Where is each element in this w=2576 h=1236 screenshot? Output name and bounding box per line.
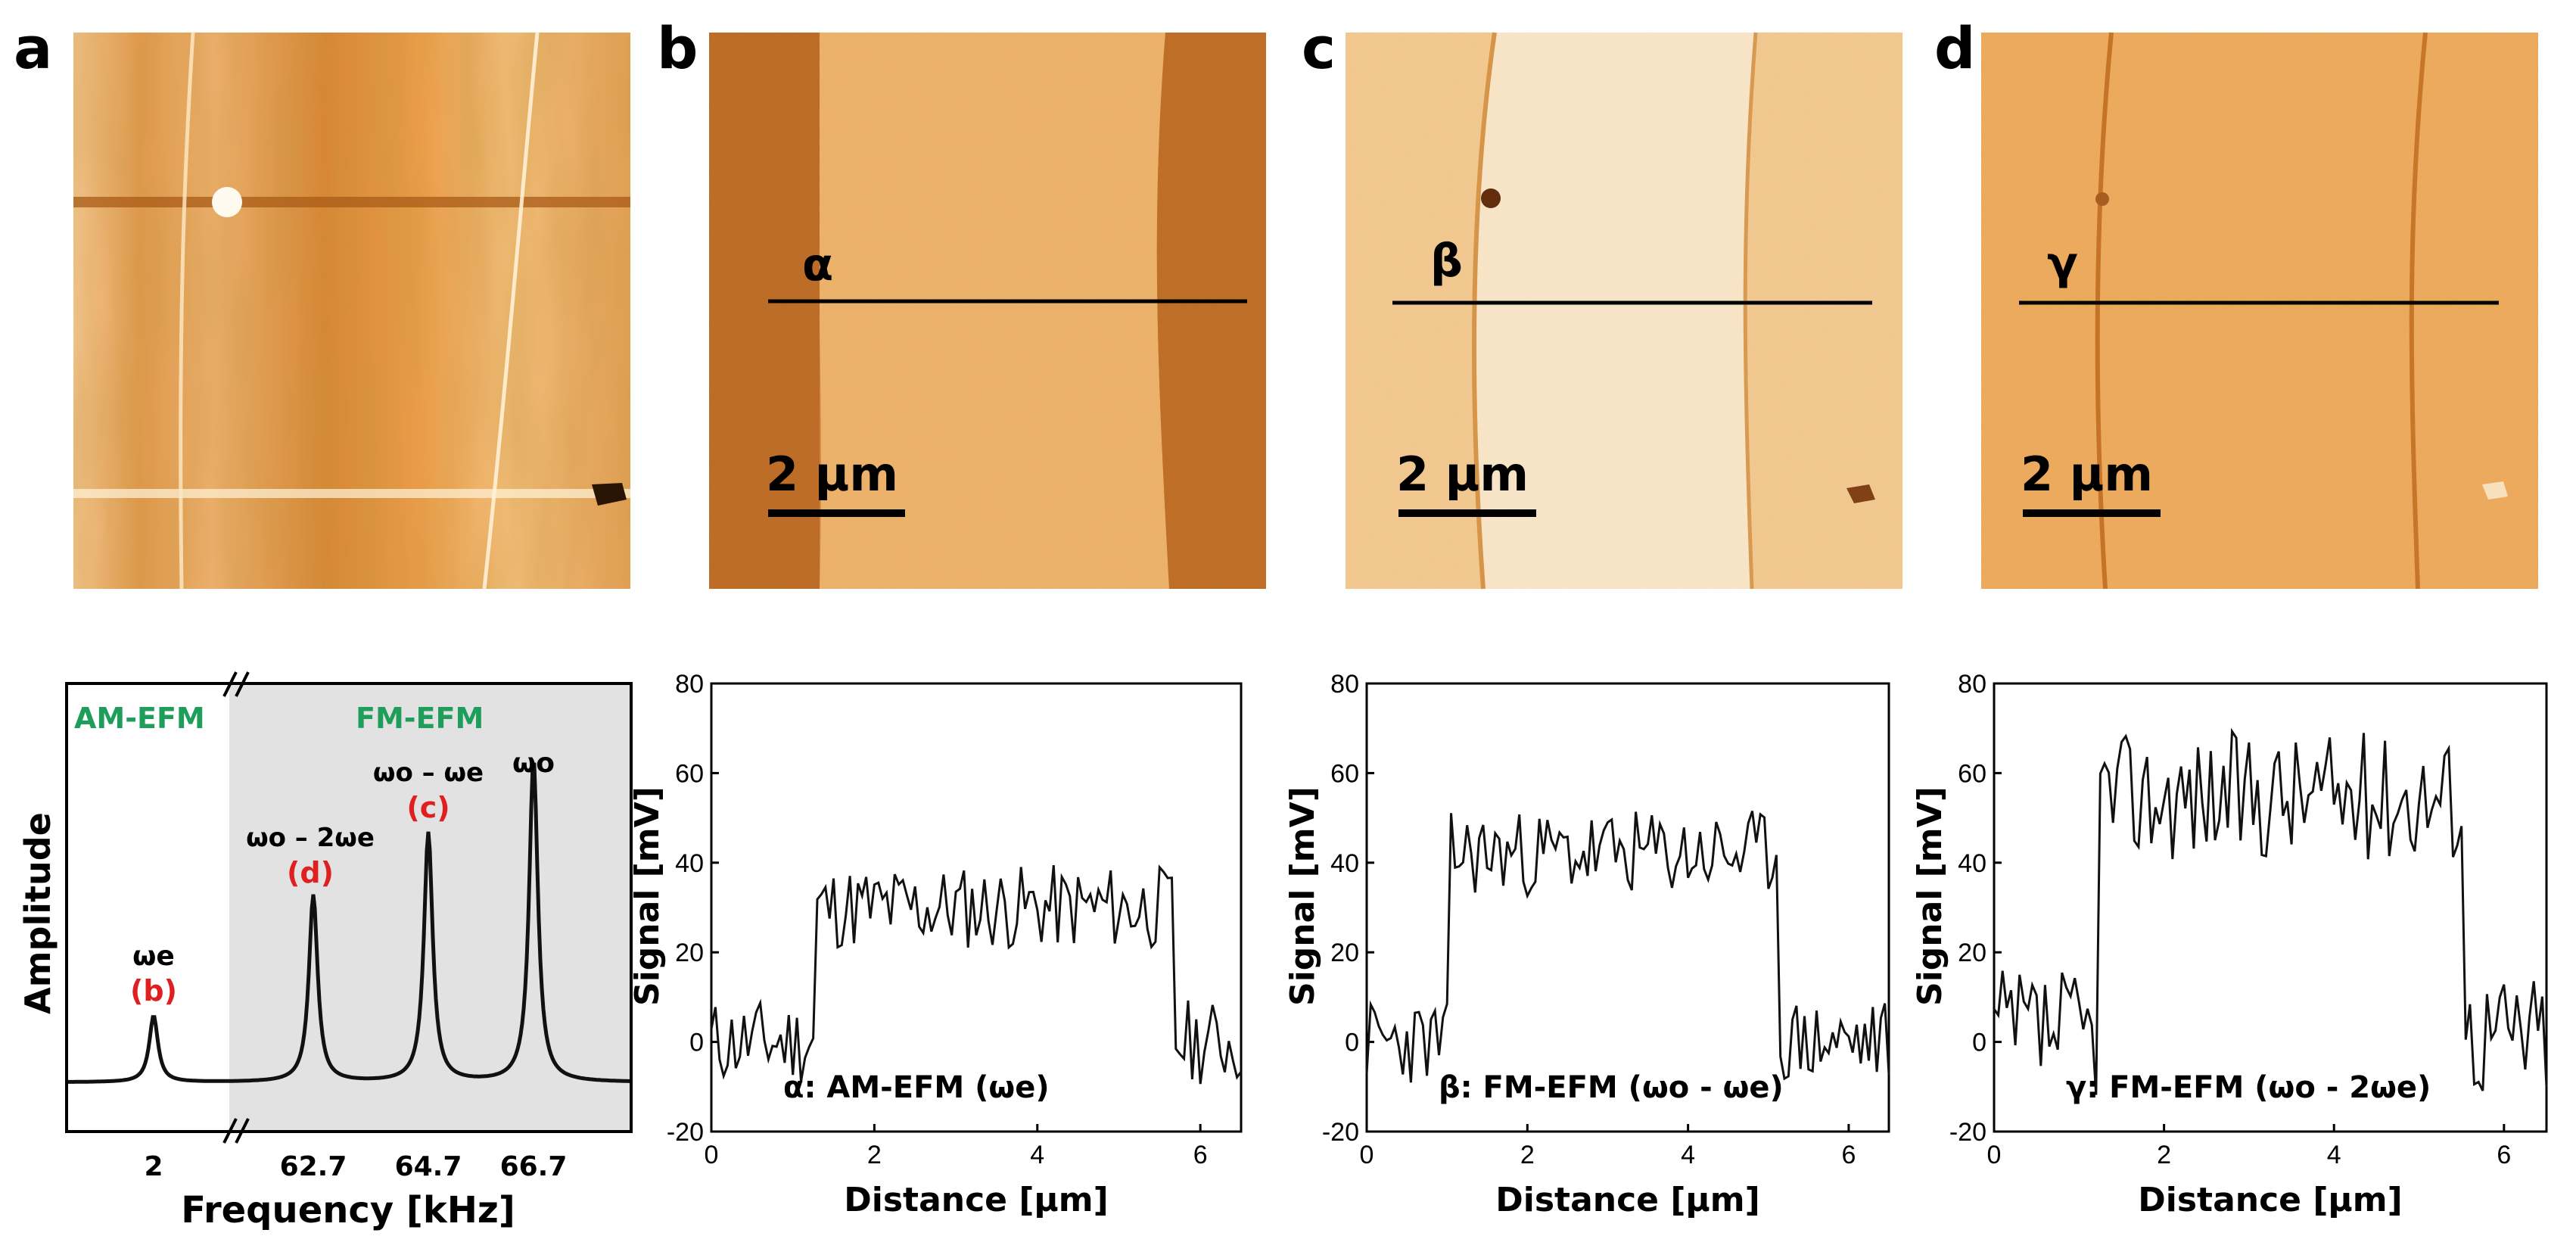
x-tick-label: 6 bbox=[1193, 1141, 1208, 1169]
y-tick-label: 20 bbox=[675, 939, 704, 967]
scale-text-c: 2 µm bbox=[1396, 447, 1529, 502]
y-tick-label: -20 bbox=[1949, 1118, 1986, 1147]
x-tick-label: 2 bbox=[1520, 1141, 1535, 1169]
y-tick-label: 60 bbox=[1330, 759, 1359, 788]
y-tick-label: 80 bbox=[1958, 670, 1986, 699]
x-tick-label: 0 bbox=[1987, 1141, 2002, 1169]
spectrum-xtick-2: 62.7 bbox=[280, 1151, 347, 1182]
y-tick-label: 20 bbox=[1330, 939, 1359, 967]
panel-c-image bbox=[1346, 32, 1902, 590]
spectrum-xtick-4: 66.7 bbox=[500, 1151, 568, 1182]
x-axis-label: Distance [µm] bbox=[2138, 1181, 2403, 1219]
y-tick-label: 0 bbox=[1972, 1029, 1986, 1057]
x-tick-label: 4 bbox=[2327, 1141, 2341, 1169]
chart-legend-text: β: FM-EFM (ωo - ωe) bbox=[1439, 1070, 1784, 1105]
peak-label-we: ωe bbox=[132, 941, 175, 972]
x-tick-label: 4 bbox=[1681, 1141, 1695, 1169]
y-tick-label: 0 bbox=[689, 1029, 704, 1057]
peak-ref-c: (c) bbox=[406, 791, 450, 824]
x-tick-label: 2 bbox=[2157, 1141, 2171, 1169]
x-tick-label: 2 bbox=[867, 1141, 882, 1169]
peak-ref-b: (b) bbox=[130, 974, 177, 1007]
peak-label-wo-we: ωo – ωe bbox=[373, 758, 484, 788]
panel-a-image bbox=[73, 32, 630, 590]
chart-legend-text: γ: FM-EFM (ωo - 2ωe) bbox=[2066, 1070, 2431, 1105]
spectrum-xlabel: Frequency [kHz] bbox=[181, 1189, 515, 1231]
x-tick-label: 6 bbox=[2497, 1141, 2511, 1169]
x-axis-label: Distance [µm] bbox=[1495, 1181, 1760, 1219]
spectrum-xtick-3: 64.7 bbox=[395, 1151, 462, 1182]
spectrum-frame bbox=[65, 682, 633, 1133]
peak-ref-d: (d) bbox=[287, 856, 334, 889]
y-tick-label: 20 bbox=[1958, 939, 1986, 967]
y-tick-label: -20 bbox=[667, 1118, 704, 1147]
y-axis-label: Signal [mV] bbox=[1911, 786, 1949, 1006]
y-tick-label: 80 bbox=[675, 670, 704, 699]
plot-frame bbox=[710, 682, 1243, 1133]
fm-efm-label: FM-EFM bbox=[356, 702, 484, 735]
panel-letter-c: c bbox=[1302, 14, 1336, 82]
marker-alpha: α bbox=[802, 238, 833, 291]
profile-series-line bbox=[710, 864, 1243, 1085]
profile-series-line bbox=[1993, 727, 2548, 1095]
panel-b-image bbox=[709, 33, 1266, 589]
spectrum-curve bbox=[68, 762, 630, 1084]
x-tick-label: 6 bbox=[1841, 1141, 1856, 1169]
peak-label-wo: ωo bbox=[512, 748, 555, 779]
chart-legend-text: α: AM-EFM (ωe) bbox=[783, 1070, 1050, 1105]
marker-beta: β bbox=[1430, 235, 1463, 288]
y-axis-label: Signal [mV] bbox=[1283, 786, 1322, 1006]
marker-gamma: γ bbox=[2047, 237, 2078, 290]
y-tick-label: 60 bbox=[675, 759, 704, 788]
y-tick-label: 40 bbox=[675, 849, 704, 878]
x-tick-label: 0 bbox=[1360, 1141, 1374, 1169]
plot-frame bbox=[1993, 682, 2548, 1133]
am-efm-label: AM-EFM bbox=[74, 702, 205, 735]
y-tick-label: -20 bbox=[1322, 1118, 1359, 1147]
y-axis-label: Signal [mV] bbox=[628, 786, 667, 1006]
x-tick-label: 0 bbox=[705, 1141, 719, 1169]
scale-text-b: 2 µm bbox=[766, 447, 898, 502]
panel-letter-b: b bbox=[657, 14, 698, 82]
profile-series-line bbox=[1365, 811, 1890, 1083]
spectrum-chart: AM-EFM FM-EFM Amplitude Frequency [kHz] … bbox=[17, 671, 633, 1231]
y-tick-label: 60 bbox=[1958, 759, 1986, 788]
spectrum-ylabel: Amplitude bbox=[17, 812, 58, 1014]
x-tick-label: 4 bbox=[1030, 1141, 1044, 1169]
y-tick-label: 0 bbox=[1345, 1029, 1359, 1057]
panel-letter-d: d bbox=[1934, 14, 1975, 82]
peak-label-wo-2we: ωo – 2ωe bbox=[246, 823, 375, 853]
y-tick-label: 40 bbox=[1330, 849, 1359, 878]
panel-letter-a: a bbox=[14, 14, 52, 82]
spectrum-xtick-1: 2 bbox=[144, 1151, 163, 1182]
y-tick-label: 80 bbox=[1330, 670, 1359, 699]
x-axis-label: Distance [µm] bbox=[844, 1181, 1109, 1219]
y-tick-label: 40 bbox=[1958, 849, 1986, 878]
panel-d-image bbox=[1981, 32, 2538, 590]
scale-text-d: 2 µm bbox=[2021, 447, 2153, 502]
plot-frame bbox=[1365, 682, 1890, 1133]
